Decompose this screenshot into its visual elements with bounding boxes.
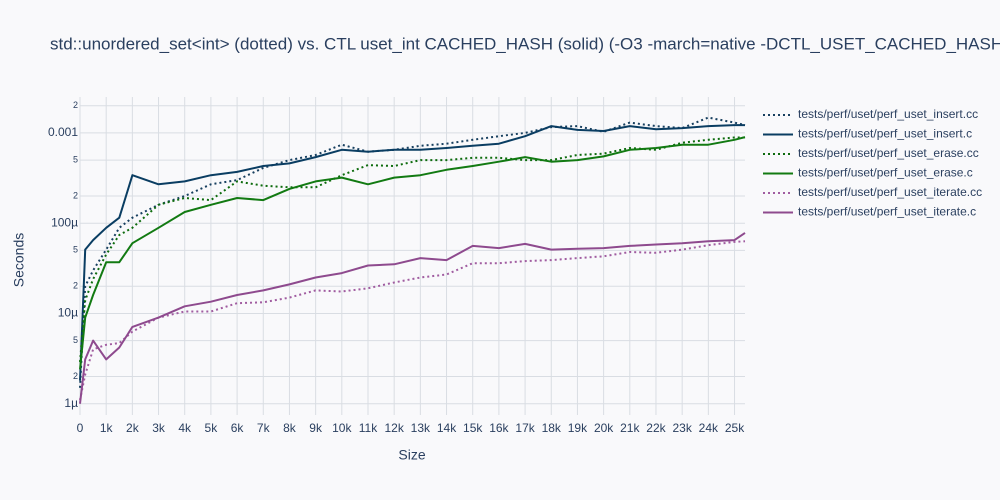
- x-tick-label: 14k: [437, 421, 457, 435]
- series-line: [79, 124, 745, 381]
- x-tick-label: 7k: [257, 421, 271, 435]
- x-tick-label: 12k: [384, 421, 404, 435]
- x-tick-label: 15k: [463, 421, 483, 435]
- series-line: [79, 232, 746, 404]
- x-tick-label: 6k: [231, 421, 245, 435]
- x-tick-label: 9k: [309, 421, 323, 435]
- x-tick-label: 11k: [359, 421, 378, 435]
- x-tick-label: 25k: [725, 421, 745, 435]
- series-line: [79, 116, 746, 388]
- x-tick-label: 3k: [152, 421, 166, 435]
- legend-label: tests/perf/uset/perf_uset_insert.c: [798, 127, 972, 141]
- x-tick-label: 13k: [411, 421, 431, 435]
- y-tick-label: 10µ: [58, 306, 78, 320]
- x-tick-label: 4k: [178, 421, 192, 435]
- legend-label: tests/perf/uset/perf_uset_erase.c: [798, 166, 973, 180]
- x-tick-label: 5k: [205, 421, 219, 435]
- x-tick-label: 20k: [594, 421, 614, 435]
- x-tick-label: 1k: [100, 421, 114, 435]
- legend-label: tests/perf/uset/perf_uset_erase.cc: [798, 146, 979, 160]
- y-tick-label: 5: [73, 245, 78, 255]
- y-tick-label: 2: [73, 190, 78, 200]
- y-axis-title: Seconds: [11, 233, 27, 287]
- legend-label: tests/perf/uset/perf_uset_iterate.c: [798, 205, 976, 219]
- y-tick-label: 100µ: [51, 215, 78, 229]
- y-tick-label: 2: [73, 100, 78, 110]
- y-tick-label: 2: [73, 371, 78, 381]
- series-line: [79, 136, 746, 370]
- y-tick-label: 2: [73, 281, 78, 291]
- chart-title: std::unordered_set<int> (dotted) vs. CTL…: [50, 34, 1000, 53]
- series-line: [79, 136, 745, 363]
- x-tick-label: 21k: [620, 421, 640, 435]
- y-tick-label: 0.001: [48, 125, 78, 139]
- x-axis-title: Size: [398, 447, 425, 463]
- x-tick-label: 17k: [515, 421, 535, 435]
- x-tick-label: 16k: [489, 421, 509, 435]
- x-tick-label: 0: [77, 421, 84, 435]
- y-tick-label: 1µ: [64, 396, 78, 410]
- legend-label: tests/perf/uset/perf_uset_insert.cc: [798, 107, 978, 121]
- x-tick-label: 18k: [542, 421, 562, 435]
- x-tick-label: 23k: [672, 421, 692, 435]
- x-tick-label: 10k: [332, 421, 352, 435]
- y-tick-label: 5: [73, 335, 78, 345]
- x-tick-label: 22k: [646, 421, 666, 435]
- x-tick-label: 24k: [699, 421, 719, 435]
- legend-label: tests/perf/uset/perf_uset_iterate.cc: [798, 185, 982, 199]
- x-tick-label: 2k: [126, 421, 140, 435]
- y-tick-label: 5: [73, 154, 78, 164]
- x-tick-label: 8k: [283, 421, 297, 435]
- x-tick-label: 19k: [568, 421, 588, 435]
